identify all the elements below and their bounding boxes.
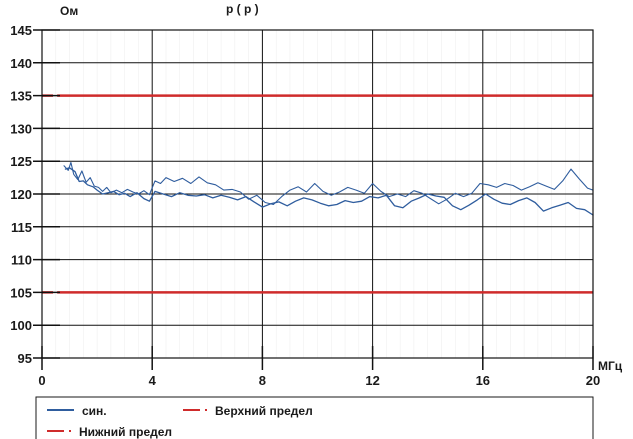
legend-box (35, 396, 594, 439)
x-tick-label: 0 (38, 373, 45, 388)
y-tick-label: 140 (10, 56, 32, 71)
legend-item-series: син. (47, 404, 107, 418)
x-tick-label: 16 (476, 373, 490, 388)
plot-border (41, 29, 594, 359)
x-tick-label: 12 (365, 373, 379, 388)
y-tick-label: 105 (10, 285, 32, 300)
labels-layer: Ом МГц 0 4 8 12 16 20 95 100 105 110 115 120 125 130 1… (10, 4, 623, 388)
legend-item-upper-limit: Верхний предел (183, 404, 313, 418)
y-tick-label: 100 (10, 318, 32, 333)
legend-item-lower-limit: Нижний предел (47, 425, 172, 439)
series-layer (63, 161, 594, 216)
legend-label-lower-limit: Нижний предел (79, 425, 172, 439)
legend: син. Верхний предел Нижний предел (35, 396, 594, 439)
chart-title-fragment: р ( р ) (226, 2, 259, 16)
y-axis-unit-label: Ом (60, 4, 78, 18)
x-tick-label: 20 (586, 373, 600, 388)
y-tick-label: 145 (10, 23, 32, 38)
y-tick-label: 130 (10, 121, 32, 136)
axes-layer (33, 29, 594, 370)
y-tick-label: 135 (10, 89, 32, 104)
x-tick-label: 8 (259, 373, 266, 388)
series-line-2 (64, 167, 594, 216)
legend-label-series: син. (82, 404, 107, 418)
y-tick-label: 115 (11, 220, 32, 235)
legend-label-upper-limit: Верхний предел (215, 404, 313, 418)
y-tick-label: 95 (18, 351, 32, 366)
x-tick-label: 4 (149, 373, 157, 388)
y-tick-label: 120 (10, 187, 32, 202)
title-layer: р ( р ) (226, 2, 259, 16)
y-tick-label: 110 (11, 253, 32, 268)
x-axis-unit-label: МГц (598, 359, 623, 373)
y-tick-label: 125 (10, 154, 32, 169)
